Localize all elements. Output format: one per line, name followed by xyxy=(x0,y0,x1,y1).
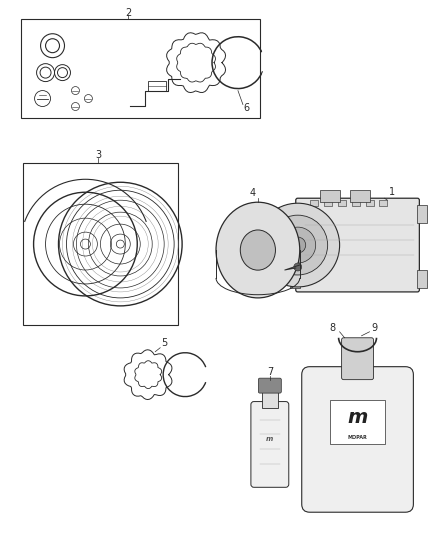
Text: MOPAR: MOPAR xyxy=(348,435,367,440)
FancyBboxPatch shape xyxy=(296,198,419,292)
Text: 5: 5 xyxy=(161,338,167,348)
Text: 8: 8 xyxy=(329,323,336,333)
Circle shape xyxy=(294,263,302,271)
Bar xyxy=(338,200,346,206)
Text: 1: 1 xyxy=(389,187,396,197)
Bar xyxy=(379,200,388,206)
Bar xyxy=(417,270,427,288)
Bar xyxy=(262,390,278,408)
Bar xyxy=(324,200,332,206)
Text: m: m xyxy=(266,437,273,442)
Bar xyxy=(310,200,318,206)
FancyBboxPatch shape xyxy=(251,401,289,487)
Circle shape xyxy=(268,215,328,275)
Circle shape xyxy=(256,203,339,287)
Circle shape xyxy=(280,227,316,263)
Bar xyxy=(320,190,339,202)
Ellipse shape xyxy=(216,202,300,298)
Bar xyxy=(23,163,178,325)
FancyBboxPatch shape xyxy=(258,378,281,393)
Bar xyxy=(366,200,374,206)
FancyBboxPatch shape xyxy=(302,367,413,512)
Text: m: m xyxy=(347,408,368,427)
Bar xyxy=(290,270,300,288)
Bar xyxy=(21,19,260,118)
Circle shape xyxy=(290,237,306,253)
Ellipse shape xyxy=(240,230,276,270)
Text: 3: 3 xyxy=(95,150,102,160)
Bar xyxy=(417,205,427,223)
Text: 4: 4 xyxy=(250,188,256,198)
Bar xyxy=(148,80,166,91)
Text: 9: 9 xyxy=(371,323,378,333)
Text: 6: 6 xyxy=(244,102,250,112)
Bar xyxy=(350,190,370,202)
Bar xyxy=(330,400,385,445)
Bar xyxy=(290,205,300,223)
Bar xyxy=(352,200,360,206)
Text: 7: 7 xyxy=(267,367,273,377)
Text: 2: 2 xyxy=(125,8,131,18)
FancyBboxPatch shape xyxy=(342,338,374,379)
